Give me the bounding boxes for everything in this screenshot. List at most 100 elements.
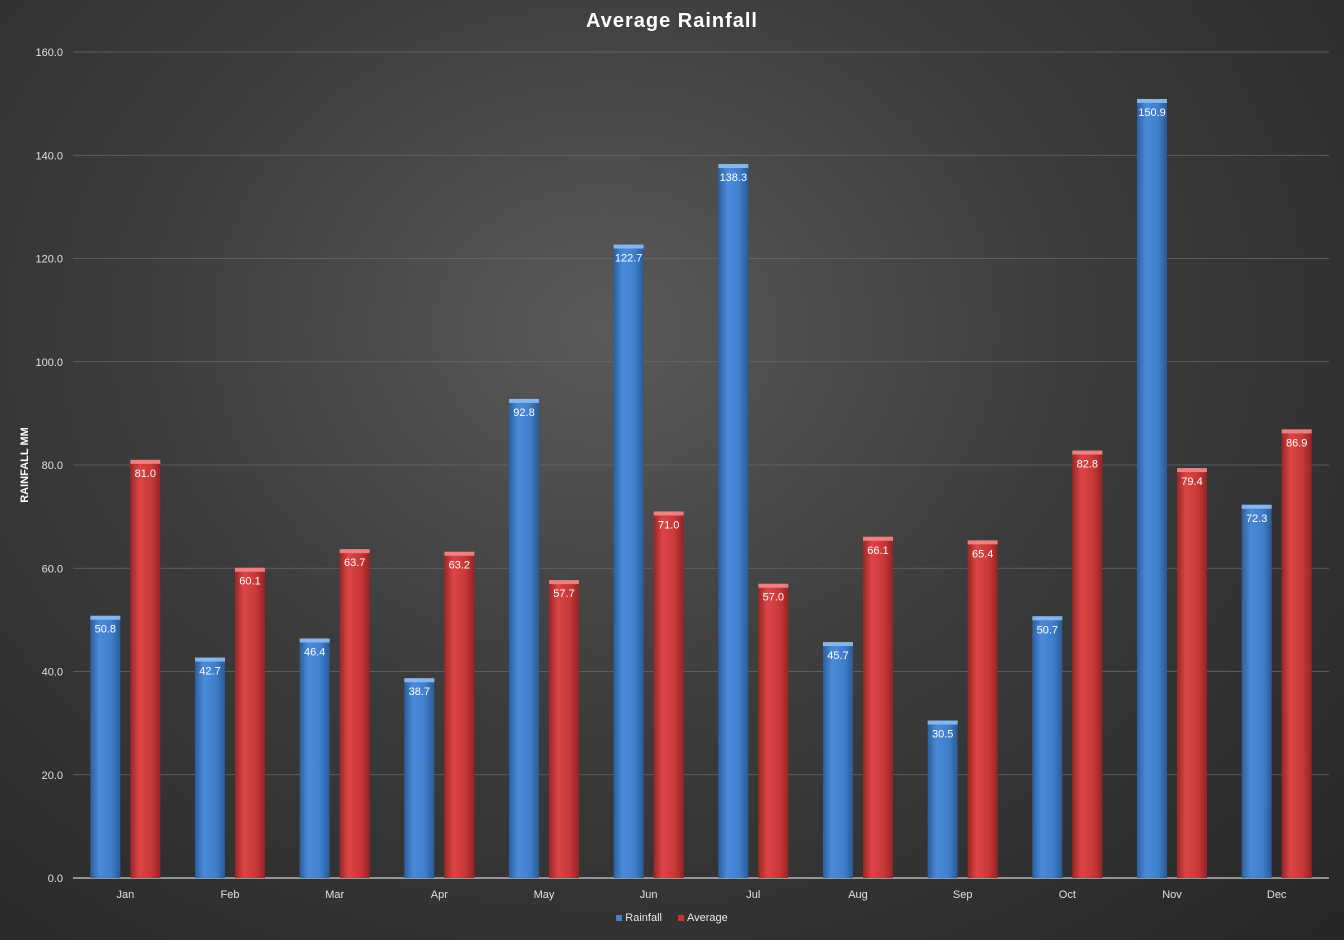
legend-swatch-average bbox=[677, 915, 684, 921]
y-tick-label: 120.0 bbox=[35, 254, 63, 266]
bar-cap-average bbox=[235, 567, 265, 572]
data-label-average: 86.9 bbox=[1286, 437, 1307, 449]
bar-cap-average bbox=[130, 459, 161, 464]
bar-cap-rainfall bbox=[927, 720, 958, 725]
bar-cap-average bbox=[549, 580, 579, 585]
bar-cap-rainfall bbox=[1241, 504, 1272, 509]
bar-cap-average bbox=[967, 540, 998, 545]
bar-average bbox=[1072, 450, 1103, 878]
bar-cap-rainfall bbox=[1032, 616, 1063, 621]
x-tick-label: Mar bbox=[325, 889, 344, 901]
bar-cap-rainfall bbox=[718, 164, 749, 169]
y-tick-label: 40.0 bbox=[42, 667, 63, 679]
bar-cap-rainfall bbox=[404, 678, 435, 683]
bar-average bbox=[653, 511, 684, 878]
bar-rainfall bbox=[404, 678, 435, 878]
x-tick-label: Feb bbox=[221, 889, 240, 901]
bar-cap-rainfall bbox=[1137, 98, 1167, 103]
data-label-average: 66.1 bbox=[867, 545, 888, 557]
bar-cap-rainfall bbox=[823, 642, 853, 647]
data-label-average: 65.4 bbox=[972, 548, 993, 560]
bar-average bbox=[967, 540, 998, 878]
data-label-rainfall: 42.7 bbox=[199, 666, 220, 678]
bar-rainfall bbox=[1032, 616, 1063, 878]
data-label-average: 82.8 bbox=[1077, 459, 1098, 471]
bar-cap-rainfall bbox=[195, 657, 225, 662]
bar-rainfall bbox=[1137, 98, 1167, 878]
legend-label-average: Average bbox=[686, 912, 728, 924]
x-tick-label: Jan bbox=[116, 889, 134, 901]
bar-cap-average bbox=[444, 551, 475, 556]
bar-average bbox=[863, 536, 893, 878]
bar-cap-average bbox=[339, 549, 370, 554]
bar-rainfall bbox=[613, 244, 644, 878]
bar-cap-rainfall bbox=[509, 398, 539, 403]
y-tick-label: 100.0 bbox=[35, 357, 63, 369]
y-tick-label: 0.0 bbox=[48, 873, 63, 885]
bar-cap-average bbox=[863, 536, 893, 541]
chart-title: Average Rainfall bbox=[586, 10, 758, 32]
bar-average bbox=[130, 459, 161, 878]
bar-average bbox=[339, 549, 370, 878]
data-label-rainfall: 150.9 bbox=[1138, 107, 1166, 119]
data-label-rainfall: 122.7 bbox=[615, 253, 643, 265]
data-label-average: 81.0 bbox=[135, 468, 156, 480]
x-tick-label: Oct bbox=[1059, 889, 1076, 901]
legend-item-average: Average bbox=[677, 912, 728, 924]
bar-cap-average bbox=[1072, 450, 1103, 455]
data-label-rainfall: 46.4 bbox=[304, 646, 325, 658]
data-label-average: 63.7 bbox=[344, 557, 365, 569]
y-tick-label: 160.0 bbox=[35, 47, 63, 59]
bar-rainfall bbox=[823, 642, 853, 878]
x-tick-label: Jul bbox=[746, 889, 760, 901]
bar-cap-rainfall bbox=[299, 638, 330, 643]
bar-average bbox=[235, 567, 265, 878]
x-tick-label: Dec bbox=[1267, 889, 1287, 901]
bar-rainfall bbox=[1241, 504, 1272, 878]
bar-average bbox=[549, 580, 579, 878]
data-label-average: 57.0 bbox=[763, 592, 784, 604]
y-tick-label: 60.0 bbox=[42, 563, 63, 575]
data-label-rainfall: 38.7 bbox=[409, 686, 430, 698]
bar-average bbox=[1177, 468, 1207, 878]
data-label-rainfall: 50.7 bbox=[1037, 624, 1058, 636]
bar-rainfall bbox=[718, 164, 749, 878]
x-tick-label: Apr bbox=[431, 889, 448, 901]
x-tick-label: May bbox=[534, 889, 555, 901]
bar-rainfall bbox=[299, 638, 330, 878]
bar-cap-average bbox=[758, 583, 789, 588]
bar-rainfall bbox=[90, 615, 121, 878]
y-tick-label: 140.0 bbox=[35, 150, 63, 162]
data-label-rainfall: 72.3 bbox=[1246, 513, 1267, 525]
y-tick-label: 80.0 bbox=[42, 460, 63, 472]
data-label-average: 71.0 bbox=[658, 519, 679, 531]
x-tick-label: Aug bbox=[848, 889, 868, 901]
data-label-rainfall: 45.7 bbox=[827, 650, 848, 662]
bar-rainfall bbox=[509, 398, 539, 878]
bar-cap-rainfall bbox=[90, 615, 121, 620]
data-label-average: 79.4 bbox=[1181, 476, 1202, 488]
bar-rainfall bbox=[927, 720, 958, 878]
bar-average bbox=[444, 551, 475, 878]
data-label-average: 60.1 bbox=[239, 576, 260, 588]
legend-item-rainfall: Rainfall bbox=[616, 912, 662, 924]
data-label-average: 57.7 bbox=[553, 588, 574, 600]
legend-swatch-rainfall bbox=[616, 915, 623, 921]
x-tick-label: Jun bbox=[640, 889, 658, 901]
legend-label-rainfall: Rainfall bbox=[625, 912, 662, 924]
x-tick-label: Sep bbox=[953, 889, 973, 901]
bar-cap-average bbox=[1281, 429, 1312, 434]
y-tick-label: 20.0 bbox=[42, 770, 63, 782]
data-label-rainfall: 30.5 bbox=[932, 729, 953, 741]
bar-average bbox=[1281, 429, 1312, 878]
data-label-rainfall: 138.3 bbox=[720, 172, 748, 184]
bar-cap-average bbox=[1177, 468, 1207, 473]
data-label-rainfall: 50.8 bbox=[95, 624, 116, 636]
bar-rainfall bbox=[195, 657, 225, 878]
data-label-average: 63.2 bbox=[449, 560, 470, 572]
bar-average bbox=[758, 583, 789, 878]
x-tick-label: Nov bbox=[1162, 889, 1182, 901]
bar-cap-average bbox=[653, 511, 684, 516]
